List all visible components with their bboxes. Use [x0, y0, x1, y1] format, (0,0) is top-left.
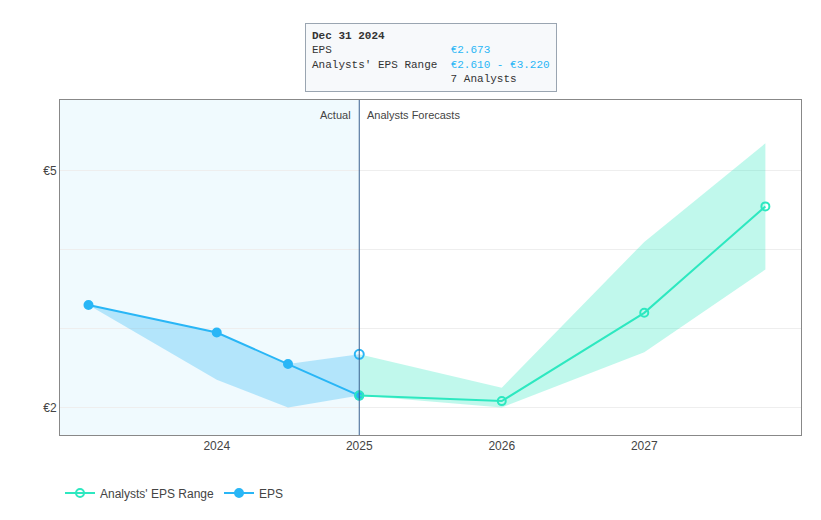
svg-text:Dec 31 2024EPS: Dec 31 2024EPS €2.673Analysts' EPS Range… — [312, 30, 550, 85]
svg-text:EPS: EPS — [259, 487, 283, 501]
svg-text:€2: €2 — [43, 401, 57, 415]
svg-text:2027: 2027 — [631, 439, 658, 453]
svg-text:2025: 2025 — [346, 439, 373, 453]
svg-text:Analysts' EPS Range: Analysts' EPS Range — [100, 487, 214, 501]
svg-text:Analysts Forecasts: Analysts Forecasts — [367, 109, 460, 121]
svg-text:2026: 2026 — [488, 439, 515, 453]
svg-text:2024: 2024 — [203, 439, 230, 453]
svg-text:Actual: Actual — [320, 109, 351, 121]
svg-text:€5: €5 — [43, 164, 57, 178]
